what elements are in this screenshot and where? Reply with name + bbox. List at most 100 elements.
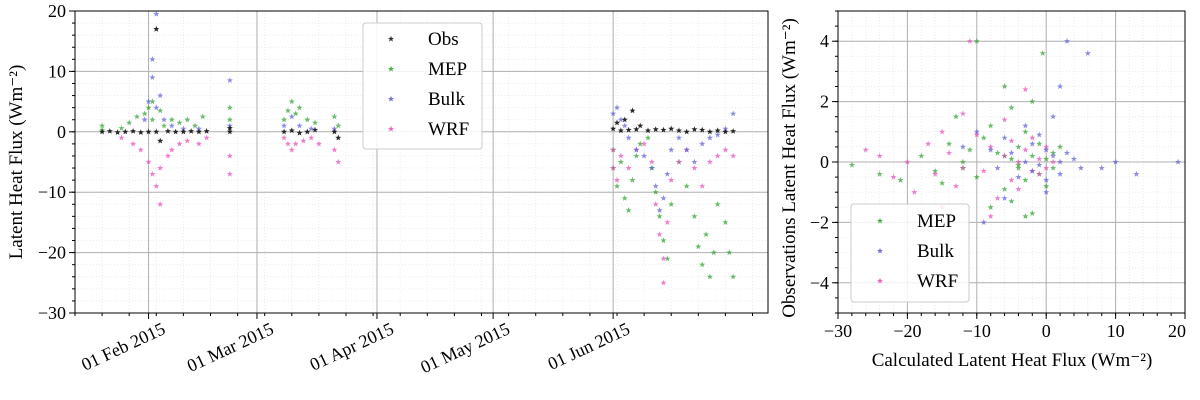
y-tick-label: −4 — [810, 273, 829, 293]
point-obs — [145, 128, 152, 135]
point-bulk — [288, 113, 295, 120]
point-obs — [153, 128, 160, 135]
point-mep — [994, 149, 1001, 156]
point-wrf — [614, 176, 621, 183]
point-obs — [633, 126, 640, 132]
point-mep — [1015, 161, 1022, 168]
point-mep — [1043, 183, 1050, 189]
minor-grid — [74, 10, 768, 314]
point-bulk — [1175, 158, 1182, 165]
legend-label-mep: MEP — [428, 59, 467, 80]
point-mep — [1050, 149, 1057, 156]
point-mep — [1057, 143, 1064, 150]
legend: MEP Bulk WRF — [850, 203, 970, 303]
legend-marker-bulk — [877, 247, 883, 254]
point-mep — [161, 122, 168, 129]
point-bulk — [656, 207, 663, 213]
point-wrf — [959, 164, 966, 171]
point-obs — [157, 137, 164, 144]
point-obs — [614, 119, 621, 126]
point-mep — [145, 104, 152, 111]
point-obs — [114, 129, 121, 135]
point-wrf — [911, 189, 918, 195]
point-wrf — [145, 158, 152, 165]
point-wrf — [660, 255, 667, 262]
point-wrf — [308, 134, 315, 141]
point-mep — [1022, 128, 1029, 135]
point-bulk — [714, 131, 721, 138]
point-mep — [987, 204, 994, 210]
point-wrf — [331, 146, 338, 153]
point-wrf — [1036, 155, 1043, 162]
point-obs — [137, 129, 144, 135]
point-wrf — [714, 152, 721, 159]
point-obs — [203, 128, 210, 134]
legend-box — [362, 22, 483, 150]
point-obs — [226, 128, 233, 135]
point-obs — [331, 128, 338, 135]
point-mep — [710, 249, 717, 256]
x-tick-label: −10 — [963, 321, 991, 341]
point-bulk — [730, 110, 737, 117]
point-obs — [164, 128, 171, 134]
point-wrf — [876, 152, 883, 159]
point-bulk — [1029, 140, 1036, 147]
point-bulk — [1022, 158, 1029, 165]
point-wrf — [335, 158, 342, 165]
point-bulk — [1050, 113, 1057, 120]
point-obs — [106, 128, 113, 134]
point-mep — [897, 176, 904, 183]
point-wrf — [664, 219, 671, 225]
point-mep — [184, 116, 191, 123]
point-mep — [722, 219, 729, 225]
point-wrf — [691, 164, 698, 171]
point-bulk — [168, 122, 175, 129]
point-mep — [118, 125, 125, 131]
point-obs — [668, 125, 675, 132]
point-mep — [1008, 155, 1015, 162]
point-mep — [918, 152, 925, 159]
point-mep — [168, 116, 175, 123]
point-obs — [675, 127, 682, 134]
x-tick-label: 20 — [1168, 321, 1186, 341]
point-bulk — [1043, 189, 1050, 195]
legend-label-obs: Obs — [428, 29, 459, 50]
point-bulk — [145, 98, 152, 105]
point-bulk — [149, 56, 156, 62]
y-tick-label: −2 — [810, 212, 829, 232]
point-obs — [99, 128, 106, 135]
point-mep — [335, 122, 342, 129]
point-mep — [637, 140, 644, 147]
point-wrf — [617, 152, 624, 159]
data-points — [99, 10, 737, 286]
point-mep — [695, 243, 702, 250]
point-mep — [952, 113, 959, 120]
point-mep — [149, 116, 156, 123]
point-mep — [1050, 164, 1057, 171]
point-mep — [664, 255, 671, 262]
point-mep — [284, 107, 291, 114]
point-mep — [1008, 198, 1015, 204]
point-bulk — [226, 77, 233, 83]
x-tick-label: −20 — [893, 321, 921, 341]
point-bulk — [157, 92, 164, 99]
point-mep — [876, 170, 883, 177]
point-wrf — [1008, 137, 1015, 144]
point-mep — [691, 213, 698, 219]
point-mep — [288, 98, 295, 105]
point-bulk — [1001, 134, 1008, 141]
point-wrf — [157, 164, 164, 171]
point-wrf — [1043, 164, 1050, 171]
point-bulk — [621, 122, 628, 129]
point-mep — [714, 201, 721, 207]
point-mep — [149, 98, 156, 105]
y-tick-label: 2 — [820, 92, 829, 112]
legend-label-wrf: WRF — [917, 271, 958, 292]
point-bulk — [994, 164, 1001, 171]
x-tick-label: 01 May 2015 — [417, 318, 512, 377]
point-bulk — [1064, 149, 1071, 156]
point-wrf — [315, 140, 322, 147]
point-bulk — [699, 140, 706, 147]
point-wrf — [890, 173, 897, 180]
